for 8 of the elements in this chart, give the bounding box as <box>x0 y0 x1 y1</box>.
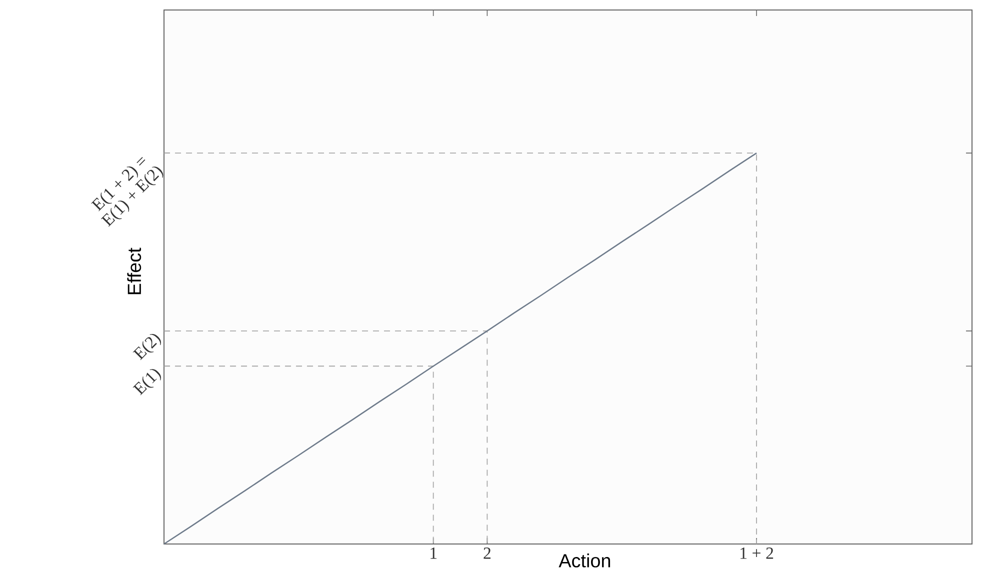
y-axis-title: Effect <box>127 248 142 294</box>
ref-line-label: E(1 + 2) = E(1) + E(2) <box>91 156 164 227</box>
ref-line-label: E(2) <box>132 334 161 360</box>
ref-line-label: E(1) <box>132 369 161 396</box>
x-tick-label: 1 + 2 <box>740 548 774 559</box>
x-tick-label: 1 <box>430 548 437 559</box>
x-axis-title: Action <box>558 554 610 568</box>
x-tick-label: 2 <box>484 548 490 559</box>
